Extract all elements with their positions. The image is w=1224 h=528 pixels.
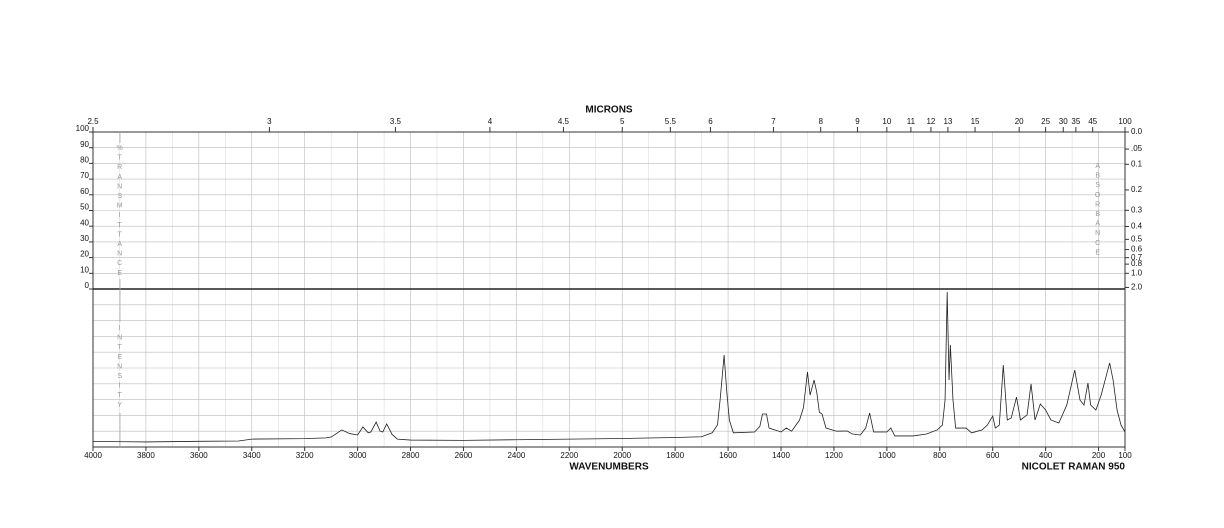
x2-tick-label: 12	[926, 117, 935, 126]
x2-tick-label: 4	[488, 117, 493, 126]
x-tick-label: 2000	[613, 451, 631, 460]
x-tick-label: 1000	[878, 451, 896, 460]
x-tick-label: 800	[933, 451, 947, 460]
x2-tick-label: 4.5	[558, 117, 570, 126]
y2-tick-label: 0.6	[1131, 245, 1143, 254]
y-tick-label: 60	[80, 187, 89, 196]
x2-tick-label: 5	[620, 117, 625, 126]
y-tick-label: 80	[80, 156, 89, 165]
x-tick-label: 3600	[190, 451, 208, 460]
x2-tick-label: 6	[708, 117, 713, 126]
x-tick-label: 2400	[507, 451, 525, 460]
x-tick-label: 1800	[666, 451, 684, 460]
y-axis-title: %TRANSMITTANCE	[116, 145, 123, 279]
x2-tick-label: 5.5	[665, 117, 677, 126]
y-tick-label: 90	[80, 140, 89, 149]
instrument-label: NICOLET RAMAN 950	[1022, 462, 1126, 473]
x-tick-label: 100	[1118, 451, 1132, 460]
x-tick-label: 2600	[455, 451, 473, 460]
x-tick-label: 600	[986, 451, 1000, 460]
x2-tick-label: 35	[1071, 117, 1080, 126]
x-tick-label: 2800	[402, 451, 420, 460]
x-axis-title: WAVENUMBERS	[569, 462, 649, 473]
x2-tick-label: 15	[971, 117, 980, 126]
x-tick-label: 1400	[772, 451, 790, 460]
x2-tick-label: 10	[882, 117, 891, 126]
x2-tick-label: 8	[818, 117, 823, 126]
spectrum-line	[92, 291, 1126, 443]
y-tick-label: 40	[80, 218, 89, 227]
x2-tick-label: 3	[267, 117, 272, 126]
y2-tick-label: 0.0	[1131, 127, 1143, 136]
y-tick-label: 30	[80, 234, 89, 243]
x-tick-label: 3800	[137, 451, 155, 460]
x-tick-label: 400	[1039, 451, 1053, 460]
x2-tick-label: 9	[855, 117, 860, 126]
x2-tick-label: 25	[1041, 117, 1050, 126]
x-tick-label: 200	[1092, 451, 1106, 460]
y-tick-label: 20	[80, 250, 89, 259]
y-tick-label: 70	[80, 171, 89, 180]
y-tick-label: 50	[80, 203, 89, 212]
x-tick-label: 3000	[349, 451, 367, 460]
x2-axis-title: MICRONS	[585, 105, 633, 116]
y2-tick-label: 0.3	[1131, 205, 1143, 214]
y2-tick-label: 0.5	[1131, 234, 1143, 243]
y2-tick-label: 0.2	[1131, 185, 1143, 194]
intensity-axis-title: INTENSITY	[116, 325, 123, 411]
x2-tick-label: 13	[943, 117, 952, 126]
y2-tick-label: 0.8	[1131, 259, 1143, 268]
y2-tick-label: .05	[1131, 144, 1143, 153]
y2-axis-title: ABSORBANCE	[1094, 163, 1101, 259]
x2-tick-label: 20	[1015, 117, 1024, 126]
x-tick-label: 3400	[243, 451, 261, 460]
y2-tick-label: 0.4	[1131, 222, 1143, 231]
y2-tick-label: 1.0	[1131, 268, 1143, 277]
x2-tick-label: 11	[907, 117, 916, 126]
x-tick-label: 1600	[719, 451, 737, 460]
x-tick-label: 2200	[560, 451, 578, 460]
x2-tick-label: 2.5	[87, 117, 99, 126]
y-tick-label: 100	[76, 124, 90, 133]
x2-tick-label: 45	[1088, 117, 1097, 126]
y-tick-label: 10	[80, 265, 89, 274]
x2-tick-label: 3.5	[390, 117, 402, 126]
x-tick-label: 1200	[825, 451, 843, 460]
y2-tick-label: 2.0	[1131, 283, 1143, 292]
x2-tick-label: 7	[771, 117, 776, 126]
x-tick-label: 3200	[296, 451, 314, 460]
y2-tick-label: 0.7	[1131, 253, 1143, 262]
y2-tick-label: 0.1	[1131, 159, 1143, 168]
x2-tick-label: 100	[1118, 117, 1132, 126]
y-tick-label: 0	[85, 281, 90, 290]
x2-tick-label: 30	[1059, 117, 1068, 126]
x-tick-label: 4000	[84, 451, 102, 460]
